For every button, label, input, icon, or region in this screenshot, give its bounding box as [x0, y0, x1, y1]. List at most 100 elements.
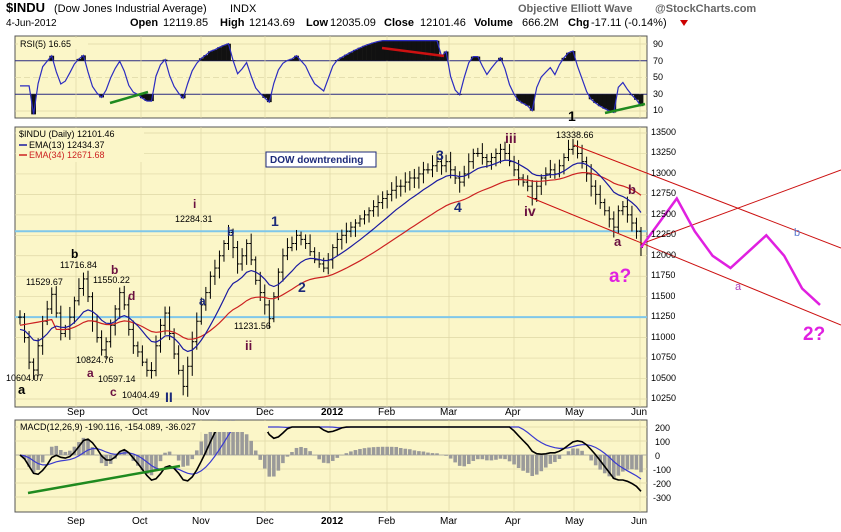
month-label: May [565, 407, 584, 418]
rsi-tick-30: 30 [653, 89, 663, 99]
macd-hist-bar [358, 448, 362, 455]
rsi-trendline-3 [604, 102, 646, 115]
price-tick-13250: 13250 [651, 147, 676, 157]
rsi-ticks: 90 70 50 30 10 [653, 39, 663, 115]
month-label: 2012 [321, 407, 344, 418]
wave-2-navy: 2 [298, 279, 306, 295]
macd-hist-bar [485, 455, 489, 461]
rsi-oversold-fill [588, 94, 594, 100]
macd-hist-bar [462, 455, 467, 467]
date-label: 4-Jun-2012 [6, 18, 57, 29]
wave-i: i [193, 197, 196, 211]
month-label: Nov [192, 516, 210, 527]
price-legend: $INDU (Daily) 12101.46 EMA(13) 12434.37 … [19, 129, 115, 160]
macd-hist-bar [466, 455, 471, 465]
month-label: 2012 [321, 516, 344, 527]
rsi-overbought-fill [380, 40, 386, 61]
rsi-oversold-fill [31, 94, 36, 115]
channel-lower-line [526, 195, 841, 326]
macd-hist-bar [376, 446, 380, 455]
price-tick-11250: 11250 [651, 311, 675, 321]
rsi-overbought-fill [76, 58, 82, 61]
macd-panel [14, 419, 648, 513]
macd-hist-bar [99, 455, 104, 464]
macd-hist-bar [253, 450, 258, 455]
chg-label: Chg [568, 17, 589, 29]
macd-hist-bar [27, 455, 31, 467]
rsi-oversold-fill [516, 94, 522, 101]
ticker-name: (Dow Jones Industrial Average) [54, 3, 207, 15]
wave-b-black: b [71, 247, 78, 261]
price-label-10597: 10597.14 [98, 374, 136, 384]
rsi-overbought-fill [561, 57, 567, 61]
price-tick-11000: 11000 [651, 332, 675, 342]
macd-hist-bar [630, 455, 634, 470]
macd-hist-bar [457, 455, 462, 466]
price-label-11529: 11529.67 [26, 277, 63, 287]
rsi-oversold-fill [139, 94, 145, 99]
macd-hist-bar [525, 455, 530, 473]
rsi-overbought-fill [566, 52, 571, 61]
price-label-11716: 11716.84 [60, 260, 97, 270]
price-tick-12000: 12000 [651, 250, 676, 260]
macd-tick-200: 200 [655, 423, 670, 433]
macd-hist-bar [507, 455, 512, 462]
macd-hist-bar [394, 446, 399, 455]
price-label-13338: 13338.66 [556, 130, 594, 140]
macd-hist-bar [267, 455, 272, 477]
macd-tick-m200: -200 [653, 479, 671, 489]
rsi-overbought-fill [389, 40, 395, 61]
macd-hist-bar [544, 455, 548, 468]
macd-hist-bar [512, 455, 516, 465]
macd-hist-bar [244, 434, 249, 455]
price-panel [14, 126, 648, 408]
rsi-oversold-fill [525, 94, 531, 106]
rsi-overbought-fill [217, 47, 222, 61]
rsi-overbought-fill [570, 51, 576, 61]
macd-hist-bar [68, 450, 72, 455]
rsi-overbought-fill [384, 40, 390, 61]
wave-d: d [128, 289, 135, 303]
macd-hist-bar [90, 446, 95, 455]
rsi-line [20, 39, 642, 115]
rsi-trendline-2 [381, 46, 445, 58]
macd-hist-bar [185, 455, 190, 466]
ema34-line [19, 171, 642, 340]
rsi-overbought-fill [421, 40, 426, 61]
month-label: Mar [440, 407, 458, 418]
ticker-title: $INDU [6, 0, 45, 15]
macd-hist-bar [158, 455, 163, 462]
rsi-overbought-fill [416, 40, 422, 61]
rsi-panel [14, 35, 648, 119]
rsi-oversold-fill [597, 94, 603, 107]
rsi-oversold-fill [520, 94, 526, 104]
macd-hist-bar [290, 452, 294, 455]
macd-hist-bar [430, 453, 435, 455]
wave-3-navy: 3 [436, 147, 444, 163]
close-value: 12101.46 [420, 17, 466, 29]
rsi-tick-50: 50 [653, 72, 663, 82]
wave-labels: a b b d a c II a b i ii 1 2 3 4 iii iv 1… [18, 108, 825, 405]
volume-value: 666.2M [522, 17, 559, 29]
wave-a-question: a? [609, 266, 631, 287]
source-label: Objective Elliott Wave [518, 3, 633, 15]
low-label: Low [306, 17, 328, 29]
price-tick-10500: 10500 [651, 373, 676, 383]
price-tick-11500: 11500 [651, 291, 675, 301]
price-label-10824: 10824.76 [76, 355, 114, 365]
rsi-overbought-fill [425, 40, 431, 61]
rsi-tick-90: 90 [653, 39, 663, 49]
macd-hist-bar [321, 455, 326, 463]
rsi-overbought-fill [207, 51, 213, 61]
price-label-10404: 10404.49 [122, 390, 160, 400]
legend-ema13: EMA(13) 12434.37 [29, 140, 105, 150]
macd-hist-bar [235, 426, 240, 455]
macd-hist-bar [553, 455, 557, 463]
wave-1-navy: 1 [271, 213, 279, 229]
chg-value: -17.11 (-0.14%) [591, 17, 667, 29]
macd-hist-bar [213, 421, 217, 455]
price-tick-10750: 10750 [651, 352, 676, 362]
wave-a-navy: a [199, 294, 206, 308]
rsi-overbought-fill [212, 49, 218, 61]
rsi-oversold-fill [99, 94, 104, 98]
